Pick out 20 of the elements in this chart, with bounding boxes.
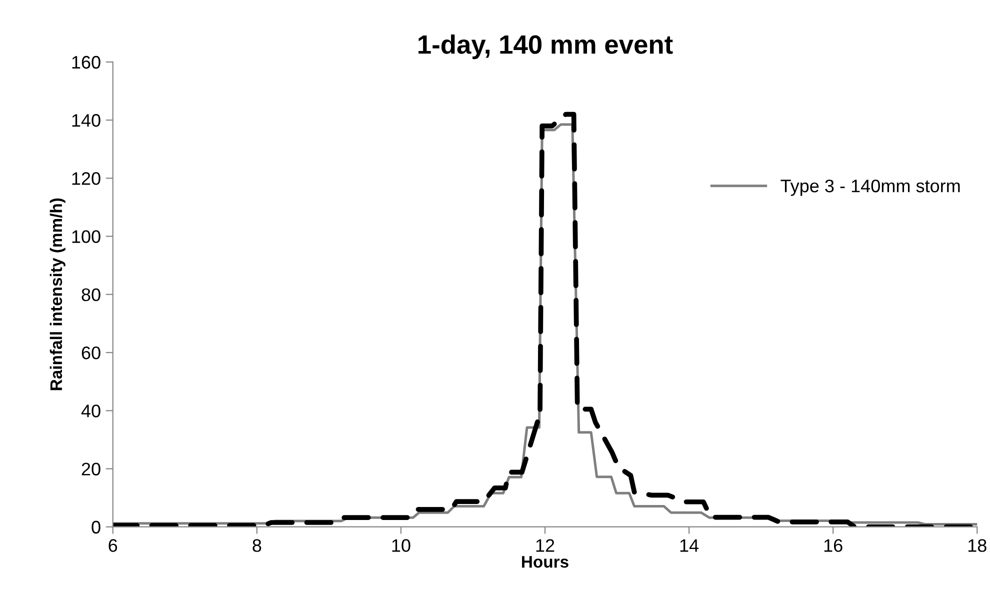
y-tick-label: 80: [82, 288, 100, 302]
chart-title: 1-day, 140 mm event: [418, 34, 673, 60]
y-tick-label: 120: [72, 172, 100, 185]
y-axis-title: Rainfall intensity (mm/h): [50, 198, 66, 390]
y-tick-label: 40: [81, 404, 100, 418]
y-tick-label: 140: [72, 114, 100, 127]
x-tick-label: 10: [392, 539, 410, 552]
x-tick-label: 16: [824, 539, 842, 552]
y-tick-label: 160: [72, 56, 100, 69]
x-tick-label: 8: [252, 539, 262, 552]
legend-label: Type 3 - 140mm storm: [780, 180, 960, 196]
x-tick-label: 12: [536, 539, 554, 552]
x-tick-label: 14: [680, 539, 699, 552]
x-tick-label: 18: [968, 539, 986, 552]
x-axis-title: Hours: [522, 556, 568, 568]
y-tick-label: 60: [82, 346, 100, 360]
y-tick-label: 0: [92, 520, 100, 534]
x-tick-label: 6: [108, 539, 118, 552]
y-tick-label: 20: [82, 462, 100, 476]
y-tick-label: 100: [72, 230, 100, 244]
